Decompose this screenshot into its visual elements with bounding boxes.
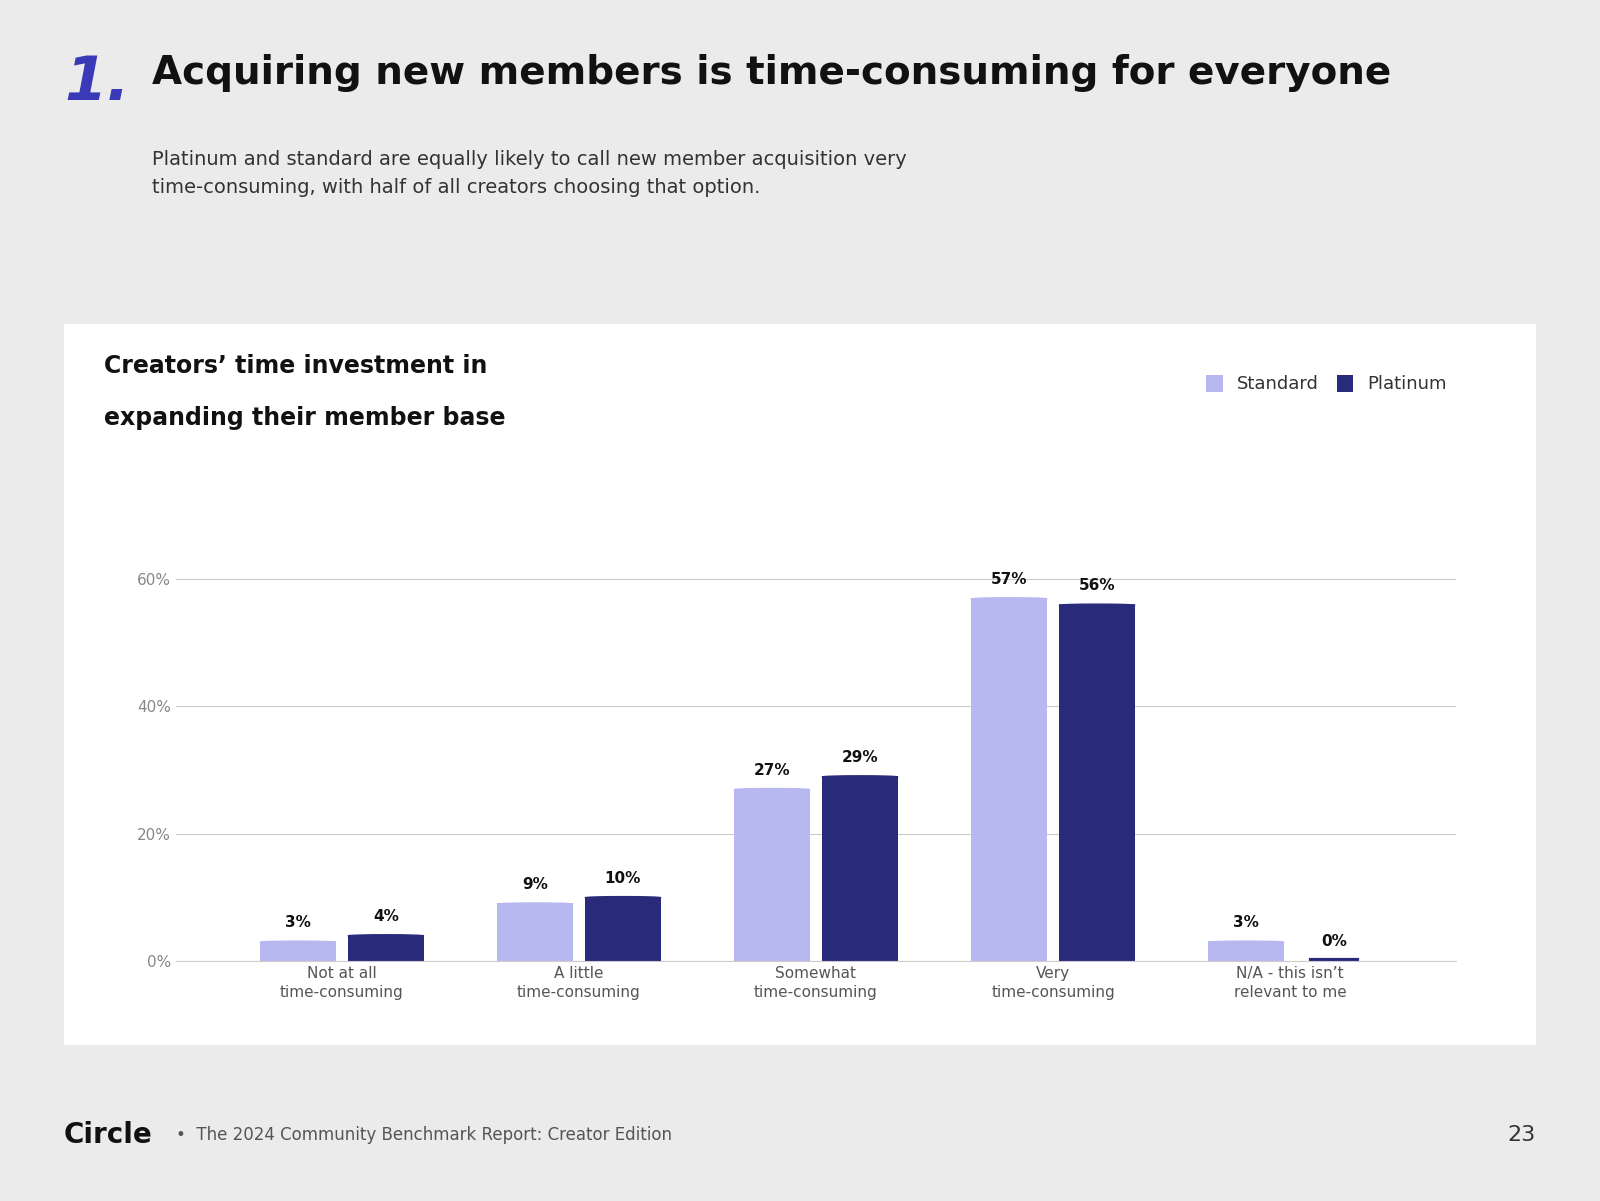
Bar	[971, 599, 1046, 961]
Text: 10%: 10%	[605, 871, 642, 886]
Ellipse shape	[498, 903, 573, 906]
Bar	[734, 789, 810, 961]
Text: 0%: 0%	[1322, 934, 1347, 949]
Bar	[347, 936, 424, 961]
Ellipse shape	[971, 598, 1046, 600]
Text: Platinum and standard are equally likely to call new member acquisition very
tim: Platinum and standard are equally likely…	[152, 150, 907, 197]
Text: 4%: 4%	[373, 909, 398, 924]
Text: •  The 2024 Community Benchmark Report: Creator Edition: • The 2024 Community Benchmark Report: C…	[176, 1127, 672, 1143]
Text: 3%: 3%	[285, 915, 310, 931]
Bar	[822, 777, 898, 961]
Text: Circle: Circle	[64, 1121, 152, 1149]
Text: Creators’ time investment in: Creators’ time investment in	[104, 354, 488, 378]
Text: 1.: 1.	[64, 54, 130, 113]
Text: 27%: 27%	[754, 763, 790, 778]
Text: 56%: 56%	[1078, 579, 1115, 593]
Text: 9%: 9%	[522, 877, 547, 892]
Text: Acquiring new members is time-consuming for everyone: Acquiring new members is time-consuming …	[152, 54, 1392, 92]
Bar	[1059, 605, 1134, 961]
Bar	[586, 897, 661, 961]
Text: 23: 23	[1507, 1125, 1536, 1145]
Ellipse shape	[586, 897, 661, 898]
Text: 29%: 29%	[842, 749, 878, 765]
Ellipse shape	[822, 776, 898, 778]
Ellipse shape	[347, 934, 424, 937]
Bar	[1208, 943, 1285, 961]
Ellipse shape	[1208, 942, 1285, 943]
FancyBboxPatch shape	[50, 317, 1550, 1052]
Text: 3%: 3%	[1234, 915, 1259, 931]
Text: 57%: 57%	[990, 572, 1027, 587]
Bar	[498, 904, 573, 961]
Bar	[261, 943, 336, 961]
Legend: Standard, Platinum: Standard, Platinum	[1206, 374, 1446, 393]
Ellipse shape	[734, 789, 810, 790]
Ellipse shape	[261, 942, 336, 943]
Ellipse shape	[1059, 604, 1134, 607]
Text: expanding their member base: expanding their member base	[104, 406, 506, 430]
